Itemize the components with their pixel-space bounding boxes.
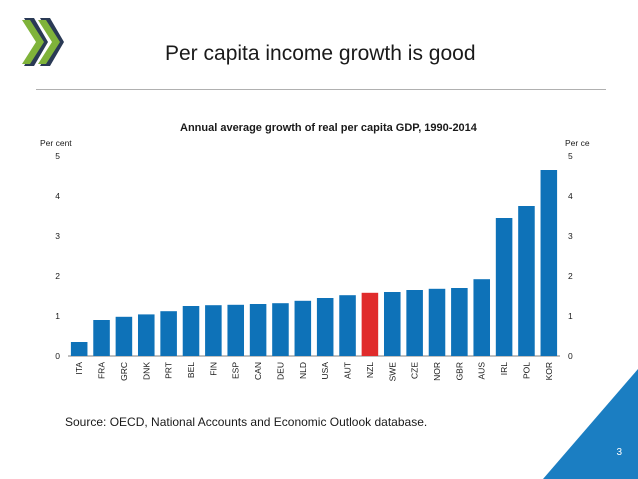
source-note: Source: OECD, National Accounts and Econ… — [65, 415, 428, 429]
bar-esp — [227, 304, 245, 356]
x-tick-label: AUT — [343, 362, 353, 379]
x-tick-label: CAN — [253, 362, 263, 380]
y-tick-left: 0 — [55, 351, 60, 361]
bar-fin — [205, 305, 222, 356]
x-tick-label: PRT — [164, 362, 174, 379]
bar-swe — [383, 292, 401, 356]
bar-grc — [115, 316, 133, 356]
bar-prt — [160, 311, 177, 356]
x-tick-label: GRC — [119, 362, 129, 381]
logo-chevron-green-right — [38, 20, 60, 64]
x-tick-label: AUS — [477, 362, 487, 380]
y-tick-left: 4 — [55, 191, 60, 201]
x-tick-label: DEU — [275, 362, 285, 380]
page-number: 3 — [616, 447, 622, 458]
slide-title: Per capita income growth is good — [165, 42, 476, 65]
bar-aus — [473, 279, 491, 356]
bar-usa — [316, 298, 334, 356]
x-tick-label: POL — [521, 362, 531, 379]
y-tick-left: 1 — [55, 311, 60, 321]
bar-nld — [294, 300, 312, 356]
bar-nzl — [361, 292, 379, 356]
x-tick-label: SWE — [387, 362, 397, 382]
bar-pol — [518, 206, 535, 356]
bar-ita — [70, 342, 88, 356]
x-tick-label: BEL — [186, 362, 196, 378]
bar-nor — [428, 288, 446, 356]
x-tick-label: ITA — [74, 362, 84, 375]
bar-deu — [272, 303, 289, 356]
bar-irl — [495, 218, 513, 356]
chart-title: Annual average growth of real per capita… — [180, 122, 478, 134]
x-tick-label: CZE — [410, 362, 420, 379]
bar-can — [249, 304, 267, 356]
bar-aut — [339, 295, 356, 356]
y-tick-right: 2 — [568, 271, 573, 281]
y-tick-right: 1 — [568, 311, 573, 321]
x-tick-label: DNK — [141, 362, 151, 380]
title-divider — [36, 89, 606, 90]
x-tick-label: FRA — [97, 362, 107, 379]
x-tick-label: ESP — [231, 362, 241, 379]
x-tick-label: KOR — [544, 362, 554, 380]
bar-dnk — [137, 314, 155, 356]
bar-fra — [93, 320, 110, 356]
logo-chevron-green-left — [22, 20, 44, 64]
corner-triangle — [543, 369, 638, 479]
y-tick-right: 3 — [568, 231, 573, 241]
x-tick-label: FIN — [208, 362, 218, 376]
bar-chart: Annual average growth of real per capita… — [40, 122, 590, 382]
y-axis-label-left: Per cent — [40, 138, 72, 148]
y-tick-left: 5 — [55, 151, 60, 161]
y-tick-right: 4 — [568, 191, 573, 201]
x-tick-label: GBR — [454, 362, 464, 380]
y-tick-right: 0 — [568, 351, 573, 361]
oecd-logo — [22, 18, 64, 66]
x-tick-label: IRL — [499, 362, 509, 376]
y-tick-right: 5 — [568, 151, 573, 161]
bar-kor — [540, 170, 558, 356]
y-tick-left: 2 — [55, 271, 60, 281]
x-tick-label: USA — [320, 362, 330, 380]
x-tick-label: NLD — [298, 362, 308, 379]
y-tick-left: 3 — [55, 231, 60, 241]
x-tick-label: NZL — [365, 362, 375, 378]
x-tick-label: NOR — [432, 362, 442, 381]
bar-gbr — [451, 288, 468, 356]
bar-bel — [182, 306, 200, 356]
bar-cze — [406, 290, 423, 356]
y-axis-label-right: Per cent — [565, 138, 590, 148]
